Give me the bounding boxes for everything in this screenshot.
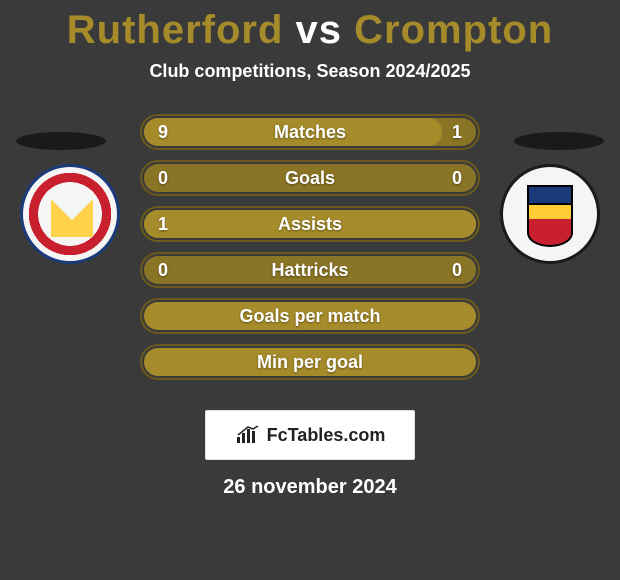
stat-value-left: 0 (158, 168, 168, 189)
stat-value-right: 1 (452, 122, 462, 143)
crest-left-graphic (20, 164, 120, 264)
stat-row: 0 0 Goals (140, 160, 480, 196)
stat-value-left: 1 (158, 214, 168, 235)
title-vs: vs (296, 8, 343, 52)
club-crest-left (20, 164, 120, 264)
stat-row: Goals per match (140, 298, 480, 334)
subtitle: Club competitions, Season 2024/2025 (0, 61, 620, 82)
page-title: Rutherford vs Crompton (0, 0, 620, 53)
stat-label: Goals per match (239, 306, 380, 327)
stat-value-left: 0 (158, 260, 168, 281)
stat-row: Min per goal (140, 344, 480, 380)
stat-label: Matches (274, 122, 346, 143)
stat-label: Assists (278, 214, 342, 235)
club-crest-right (500, 164, 600, 264)
badge-shadow-right (514, 132, 604, 150)
stat-value-right: 0 (452, 168, 462, 189)
stat-value-left: 9 (158, 122, 168, 143)
stat-label: Goals (285, 168, 335, 189)
stat-row: 9 1 Matches (140, 114, 480, 150)
date-label: 26 november 2024 (0, 476, 620, 499)
attribution-badge: FcTables.com (205, 410, 415, 460)
stat-rows: 9 1 Matches 0 0 Goals 1 Assists 0 0 Hattricks Goals… (140, 114, 480, 390)
attribution-text: FcTables.com (267, 425, 386, 446)
crest-right-graphic (500, 164, 600, 264)
stat-value-right: 0 (452, 260, 462, 281)
stat-label: Hattricks (271, 260, 348, 281)
stat-row: 1 Assists (140, 206, 480, 242)
stat-row: 0 0 Hattricks (140, 252, 480, 288)
stat-label: Min per goal (257, 352, 363, 373)
title-left: Rutherford (67, 8, 284, 52)
comparison-panel: 9 1 Matches 0 0 Goals 1 Assists 0 0 Hattricks Goals… (0, 114, 620, 394)
title-right: Crompton (354, 8, 553, 52)
chart-icon (235, 425, 261, 445)
badge-shadow-left (16, 132, 106, 150)
